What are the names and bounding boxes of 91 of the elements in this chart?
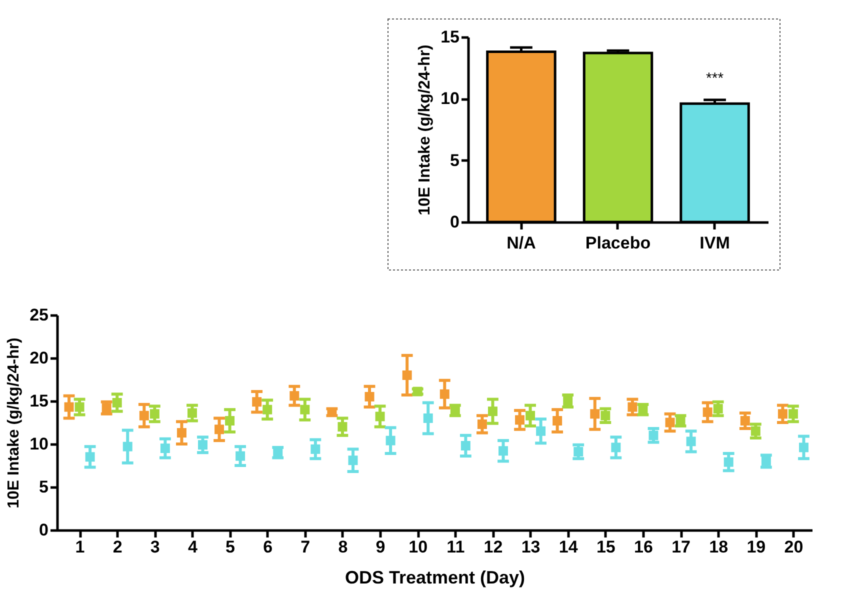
x-tick-label: 6	[263, 538, 273, 556]
point	[386, 436, 396, 446]
y-axis-title: 10E Intake (g/kg/24-hr)	[416, 44, 434, 216]
point	[300, 404, 310, 414]
point	[488, 406, 498, 416]
point	[338, 422, 348, 432]
point	[262, 404, 272, 414]
point	[740, 416, 750, 426]
x-tick-label: 14	[558, 538, 578, 556]
point	[778, 409, 788, 419]
y-tick-label: 15	[30, 392, 48, 410]
x-tick-label: 16	[634, 538, 653, 556]
point	[460, 440, 470, 450]
x-tick-label: 19	[746, 538, 766, 556]
point	[214, 424, 224, 434]
point	[648, 430, 658, 440]
x-tick-label: 9	[376, 538, 386, 556]
x-tick-label: 1	[75, 538, 85, 556]
point	[160, 444, 170, 454]
x-tick-label: 13	[521, 538, 540, 556]
x-tick-label: 8	[338, 538, 348, 556]
point	[724, 457, 734, 467]
point	[611, 442, 621, 452]
point	[348, 456, 358, 466]
y-tick-label: 5	[450, 150, 460, 170]
y-tick-label: 10	[440, 89, 460, 108]
x-tick-label: Placebo	[585, 234, 651, 252]
point	[112, 398, 122, 408]
point	[85, 452, 95, 462]
point	[139, 410, 149, 420]
x-tick-label: 11	[446, 538, 465, 556]
x-tick-label: 12	[484, 538, 503, 556]
x-tick-label: IVM	[700, 234, 730, 252]
point	[498, 446, 508, 456]
point	[798, 442, 808, 452]
point	[74, 402, 84, 412]
x-tick-label: N/A	[506, 234, 536, 252]
point	[702, 407, 712, 417]
point	[198, 440, 208, 450]
point	[713, 404, 723, 414]
x-tick-label: 17	[672, 538, 690, 556]
point	[788, 409, 798, 419]
point	[600, 410, 610, 420]
point	[375, 412, 385, 422]
point	[364, 392, 374, 402]
point	[440, 389, 450, 399]
y-tick-label: 25	[30, 306, 48, 324]
point	[310, 444, 320, 454]
x-axis-title: ODS Treatment (Day)	[344, 568, 526, 588]
point	[761, 456, 771, 466]
point	[526, 410, 536, 420]
point	[590, 409, 600, 419]
x-tick-label: 10	[408, 538, 428, 556]
point	[225, 416, 235, 426]
point	[665, 418, 675, 428]
point	[252, 397, 262, 407]
y-axis-title: 10E Intake (g/kg/24-hr)	[6, 338, 23, 508]
point	[402, 370, 412, 380]
point	[563, 396, 573, 406]
point	[574, 446, 584, 456]
point	[290, 391, 300, 401]
y-tick-label: 15	[440, 28, 460, 46]
x-tick-label: 7	[300, 538, 310, 556]
point	[102, 403, 112, 413]
point	[122, 442, 132, 452]
y-tick-label: 0	[39, 520, 48, 540]
x-tick-label: 15	[596, 538, 616, 556]
point	[552, 416, 562, 426]
x-tick-label: 18	[709, 538, 728, 556]
x-tick-label: 2	[112, 538, 122, 556]
x-tick-label: 4	[188, 538, 198, 556]
point	[536, 426, 546, 436]
y-tick-label: 0	[450, 212, 460, 232]
point	[176, 428, 186, 438]
point	[236, 451, 246, 461]
y-tick-label: 5	[39, 478, 48, 496]
point	[477, 419, 487, 429]
point	[150, 409, 160, 419]
point	[187, 408, 197, 418]
x-tick-label: 3	[150, 538, 160, 556]
x-tick-label: 20	[784, 538, 804, 556]
y-tick-label: 10	[30, 434, 48, 454]
point	[423, 413, 433, 423]
x-tick-label: 5	[226, 538, 236, 556]
point	[686, 436, 696, 446]
annotation: ***	[706, 70, 724, 87]
point	[64, 402, 74, 412]
point	[515, 415, 525, 425]
y-tick-label: 20	[30, 348, 48, 368]
point	[628, 402, 638, 412]
point	[750, 426, 760, 436]
